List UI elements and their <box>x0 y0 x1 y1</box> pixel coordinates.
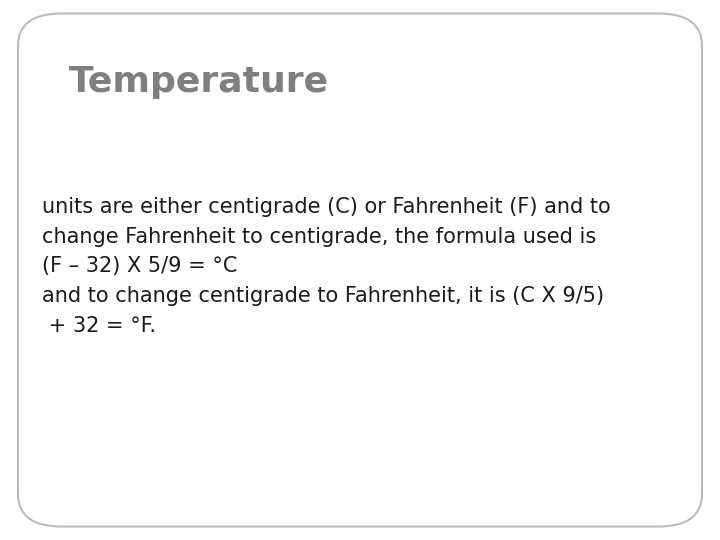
FancyBboxPatch shape <box>18 14 702 526</box>
Text: Temperature: Temperature <box>68 65 328 99</box>
Text: units are either centigrade (C) or Fahrenheit (F) and to
change Fahrenheit to ce: units are either centigrade (C) or Fahre… <box>42 197 611 335</box>
